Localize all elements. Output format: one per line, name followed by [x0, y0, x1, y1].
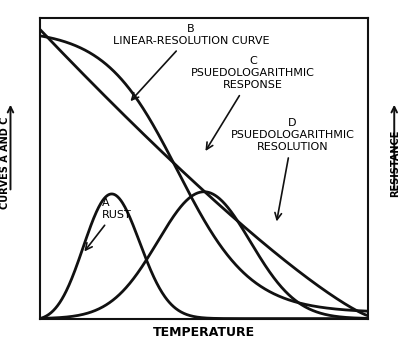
- Text: CURVES A AND C: CURVES A AND C: [0, 117, 10, 209]
- Text: RESISTANCE: RESISTANCE: [390, 129, 400, 196]
- Text: D
PSUEDOLOGARITHMIC
RESOLUTION: D PSUEDOLOGARITHMIC RESOLUTION: [231, 118, 354, 219]
- Text: C
PSUEDOLOGARITHMIC
RESPONSE: C PSUEDOLOGARITHMIC RESPONSE: [191, 56, 315, 149]
- Text: A
RUST: A RUST: [86, 198, 132, 250]
- X-axis label: TEMPERATURE: TEMPERATURE: [153, 326, 255, 338]
- Text: B
LINEAR-RESOLUTION CURVE: B LINEAR-RESOLUTION CURVE: [113, 24, 269, 100]
